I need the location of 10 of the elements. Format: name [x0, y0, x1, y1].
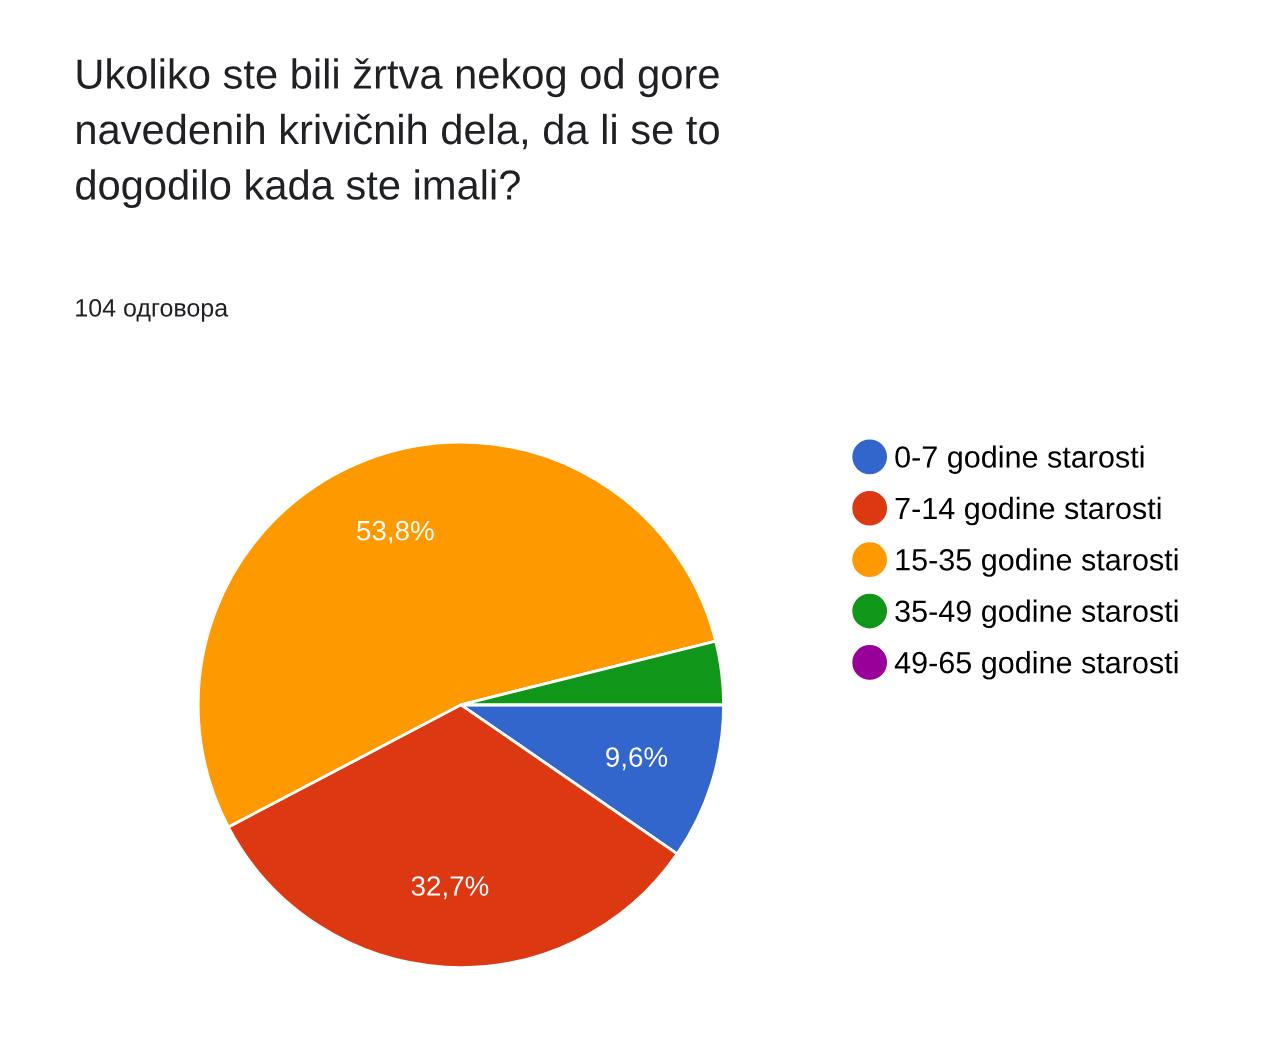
data-label: 53,8% [357, 520, 434, 544]
legend-label: 49-65 godine starosti [894, 651, 1178, 680]
chart-title: Ukoliko ste bili žrtva nekog od gore navedenih krivičnih dela, da li se to dogodilo kada ste imali? [76, 58, 719, 209]
data-label: 9,6% [606, 747, 668, 771]
legend-label: 7-14 godine starosti [895, 496, 1161, 526]
legend-label: 35-49 godine starosti [895, 599, 1178, 629]
chart-subtitle: 104 одговора [76, 299, 229, 322]
legend-label: 15-35 godine starosti [896, 548, 1178, 577]
legend-label: 0-7 godine starosti [895, 445, 1144, 474]
data-label: 32,7% [411, 876, 489, 900]
